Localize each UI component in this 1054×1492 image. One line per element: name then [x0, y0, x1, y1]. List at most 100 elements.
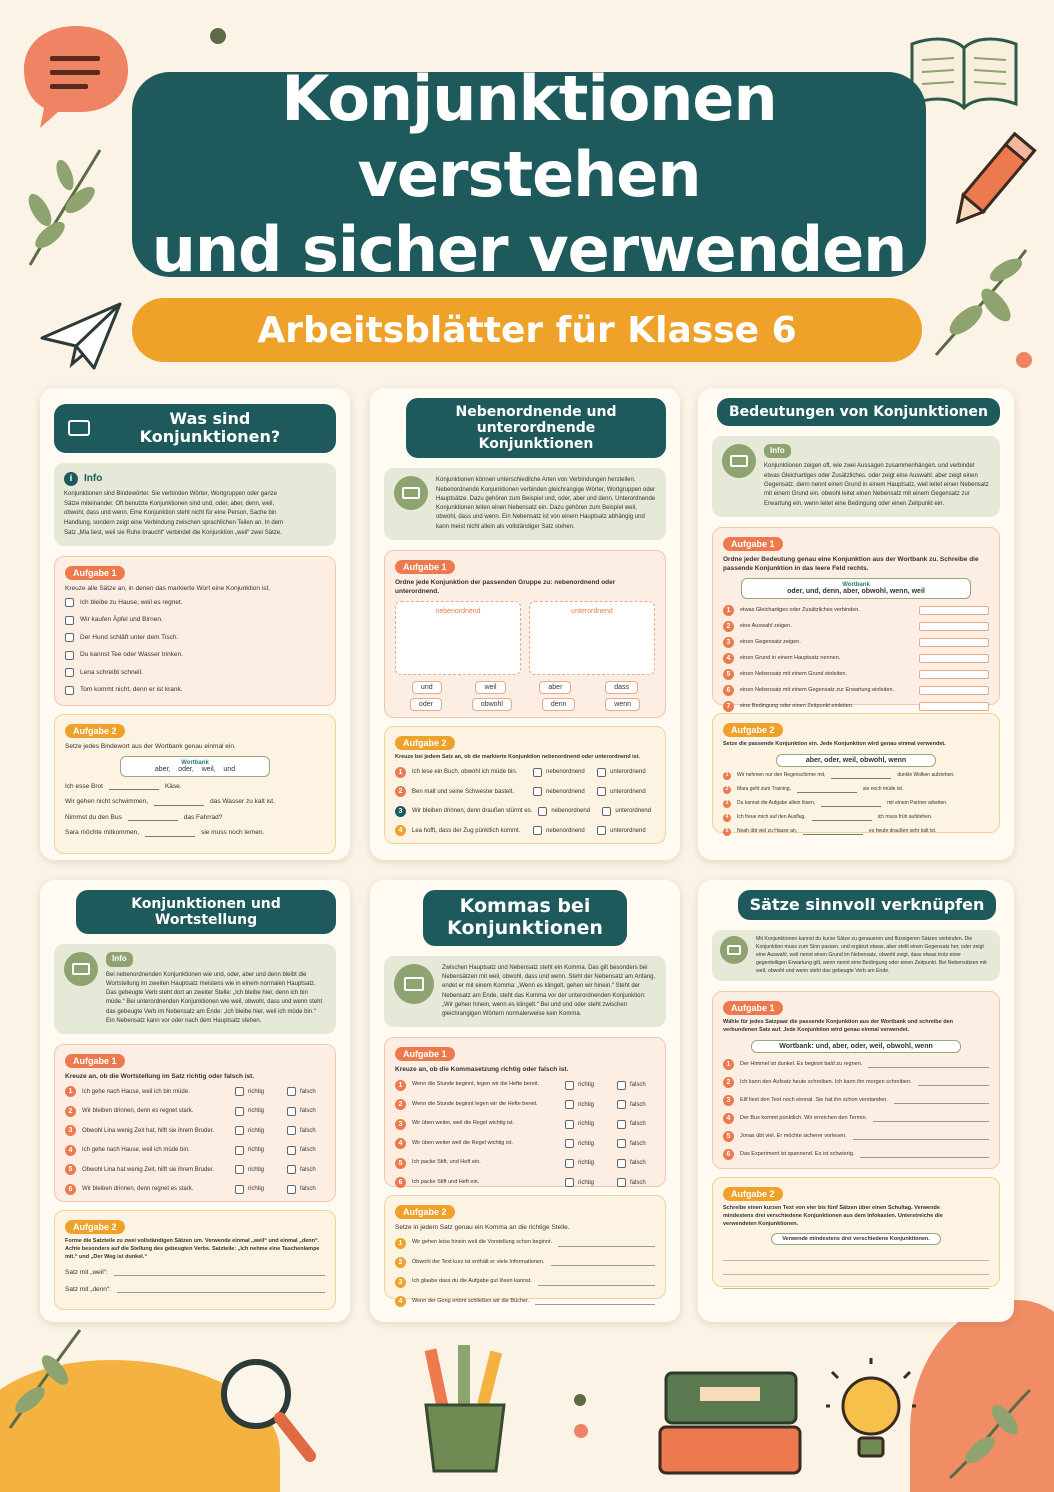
- answer-input[interactable]: [919, 654, 989, 664]
- lightbulb-icon: [826, 1358, 916, 1458]
- list-item: 4 Lea hofft, dass der Zug pünktlich kommt…: [395, 825, 655, 837]
- answer-input[interactable]: [873, 1115, 989, 1122]
- sort-box-unterordnend[interactable]: unterordnend: [529, 601, 655, 676]
- answer-input[interactable]: [537, 1279, 655, 1286]
- blank-input[interactable]: [796, 786, 857, 794]
- list-item: 2 Ich kann den Aufsatz heute schreiben. I…: [723, 1076, 989, 1088]
- checkbox[interactable]: [533, 826, 542, 836]
- checkbox[interactable]: [617, 1158, 626, 1168]
- list-item: 3 Wir üben weiter, weil die Regel wichtig…: [395, 1118, 655, 1130]
- checkbox[interactable]: [565, 1119, 574, 1129]
- answer-input[interactable]: [535, 1298, 655, 1306]
- checkbox[interactable]: [287, 1145, 296, 1155]
- checkbox[interactable]: [565, 1178, 574, 1188]
- answer-input[interactable]: [868, 1061, 989, 1068]
- write-line[interactable]: [723, 1265, 989, 1276]
- checkbox[interactable]: [235, 1126, 244, 1136]
- word-chip[interactable]: wenn: [605, 698, 641, 712]
- blank-input[interactable]: [831, 772, 892, 780]
- list-item: 2 Wir bleiben drinnen, denn es regnet sta…: [65, 1105, 325, 1117]
- word-chip[interactable]: obwohl: [471, 698, 512, 712]
- task-2: Aufgabe 2 Kreuze bei jedem Satz an, ob d…: [384, 726, 666, 845]
- answer-input[interactable]: [919, 606, 989, 616]
- checkbox[interactable]: [597, 787, 606, 797]
- checkbox[interactable]: [617, 1119, 626, 1129]
- blank-input[interactable]: [145, 830, 196, 837]
- blank-input[interactable]: [811, 814, 872, 822]
- list-item: 5 Ich packe Stift, und Heft ein. richtig fa…: [395, 1157, 655, 1169]
- checkbox[interactable]: [602, 806, 612, 816]
- list-item: 2 Ben malt und seine Schwester bastelt. n…: [395, 786, 655, 798]
- info-label: Info: [106, 952, 133, 967]
- answer-input[interactable]: [116, 1286, 325, 1294]
- answer-input[interactable]: [113, 1269, 325, 1277]
- checkbox[interactable]: [533, 767, 542, 777]
- checkbox[interactable]: [617, 1139, 626, 1149]
- checkbox[interactable]: [235, 1087, 244, 1097]
- answer-input[interactable]: [558, 1240, 655, 1247]
- checkbox[interactable]: [617, 1178, 626, 1188]
- card-title: Sätze sinnvoll verknüpfen: [737, 890, 997, 921]
- answer-input[interactable]: [852, 1133, 989, 1140]
- checkbox[interactable]: [65, 633, 74, 643]
- checkbox[interactable]: [565, 1158, 574, 1168]
- blank-input[interactable]: [821, 800, 882, 808]
- checkbox[interactable]: [65, 685, 74, 695]
- checkbox[interactable]: [65, 650, 74, 660]
- checkbox[interactable]: [287, 1184, 296, 1194]
- answer-input[interactable]: [550, 1259, 655, 1267]
- checkbox[interactable]: [617, 1080, 626, 1090]
- checkbox[interactable]: [65, 615, 74, 625]
- sort-box-nebenordnend[interactable]: nebenordnend: [395, 601, 521, 676]
- write-line[interactable]: [723, 1251, 989, 1262]
- list-item: 3 Elif liest den Text noch einmal. Sie ha…: [723, 1094, 989, 1106]
- checkbox[interactable]: [235, 1145, 244, 1155]
- checkbox[interactable]: [287, 1106, 296, 1116]
- checkbox[interactable]: [565, 1139, 574, 1149]
- answer-input[interactable]: [919, 622, 989, 632]
- wordbank: aber, oder, weil, obwohl, wenn: [776, 753, 936, 767]
- blank-input[interactable]: [108, 783, 159, 791]
- blank-input[interactable]: [154, 799, 205, 806]
- magnifier-icon: [221, 1359, 316, 1462]
- checkbox[interactable]: [287, 1126, 296, 1136]
- answer-input[interactable]: [919, 638, 989, 648]
- checkbox[interactable]: [617, 1100, 626, 1110]
- word-chip[interactable]: weil: [475, 681, 506, 695]
- answer-input[interactable]: [860, 1151, 989, 1158]
- write-line[interactable]: [723, 1279, 989, 1290]
- task-2: Aufgabe 2 Setze die passende Konjunktion…: [712, 712, 1000, 836]
- open-book-icon: [910, 37, 1018, 111]
- fill-item: 4 Ich freue mich auf den Ausflug, ich muss…: [723, 813, 989, 822]
- worksheet-card-1: Was sind Konjunktionen? i Info Konjunkti…: [40, 388, 350, 860]
- answer-input[interactable]: [919, 702, 989, 712]
- checkbox[interactable]: [538, 806, 548, 816]
- checkbox[interactable]: [287, 1087, 296, 1097]
- checkbox[interactable]: [565, 1100, 574, 1110]
- word-chip[interactable]: dass: [605, 681, 639, 695]
- checkbox[interactable]: [597, 826, 606, 836]
- word-chip[interactable]: und: [411, 681, 442, 695]
- checkbox[interactable]: [235, 1165, 244, 1175]
- answer-input[interactable]: [919, 670, 989, 680]
- task-2: Aufgabe 2 Forme die Satzteile zu zwei vo…: [54, 1210, 336, 1311]
- word-chip[interactable]: denn: [541, 698, 576, 712]
- checkbox[interactable]: [533, 787, 542, 797]
- answer-input[interactable]: [893, 1097, 989, 1104]
- blank-input[interactable]: [127, 814, 178, 822]
- checkbox[interactable]: [235, 1106, 244, 1116]
- blank-input[interactable]: [803, 828, 864, 836]
- list-item: Ich bleibe zu Hause, weil es regnet.: [65, 598, 325, 608]
- answer-input[interactable]: [917, 1079, 989, 1086]
- word-chip[interactable]: oder: [409, 698, 442, 712]
- answer-input[interactable]: [919, 686, 989, 696]
- checkbox[interactable]: [597, 767, 606, 777]
- card-title: Konjunktionen und Wortstellung: [76, 890, 336, 935]
- checkbox[interactable]: [235, 1184, 244, 1194]
- checkbox[interactable]: [565, 1080, 574, 1090]
- word-chip[interactable]: aber: [539, 681, 572, 695]
- list-item: 1 Der Himmel ist dunkel. Es beginnt bald …: [723, 1058, 989, 1070]
- checkbox[interactable]: [65, 598, 74, 608]
- checkbox[interactable]: [65, 668, 74, 678]
- checkbox[interactable]: [287, 1165, 296, 1175]
